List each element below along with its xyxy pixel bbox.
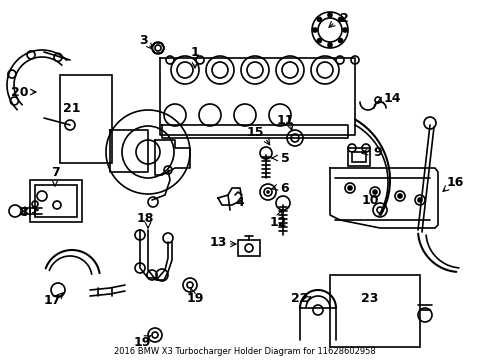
Circle shape <box>155 45 161 51</box>
Text: 4: 4 <box>235 195 244 208</box>
Text: 12: 12 <box>269 216 286 229</box>
Circle shape <box>417 198 421 202</box>
Text: 10: 10 <box>361 194 378 207</box>
Text: 20: 20 <box>11 85 29 99</box>
Circle shape <box>317 39 321 42</box>
Circle shape <box>338 39 342 42</box>
Bar <box>351 152 365 162</box>
Text: 14: 14 <box>383 91 400 104</box>
Text: 5: 5 <box>280 152 289 165</box>
Text: 7: 7 <box>51 166 59 179</box>
Text: 11: 11 <box>276 113 293 126</box>
Bar <box>329 275 419 347</box>
Text: 19: 19 <box>186 292 203 305</box>
Text: 15: 15 <box>246 126 263 139</box>
Text: 13: 13 <box>209 237 226 249</box>
Text: 17: 17 <box>43 293 61 306</box>
Circle shape <box>327 13 331 17</box>
Bar <box>35 185 77 217</box>
Text: 6: 6 <box>280 181 289 194</box>
Circle shape <box>347 186 351 190</box>
Text: 8: 8 <box>20 206 28 219</box>
Circle shape <box>327 43 331 47</box>
Circle shape <box>342 28 346 32</box>
Circle shape <box>266 191 268 193</box>
Text: 19: 19 <box>133 337 150 350</box>
Circle shape <box>372 190 376 194</box>
Bar <box>30 180 82 222</box>
Text: 21: 21 <box>63 102 81 114</box>
Circle shape <box>397 194 401 198</box>
Circle shape <box>338 17 342 21</box>
Text: 16: 16 <box>446 175 463 189</box>
Text: 22: 22 <box>291 292 308 305</box>
Circle shape <box>312 28 316 32</box>
Text: 18: 18 <box>136 211 153 225</box>
Text: 3: 3 <box>139 33 147 46</box>
Bar <box>60 75 112 163</box>
Circle shape <box>9 205 21 217</box>
Bar <box>238 240 260 256</box>
Text: 2016 BMW X3 Turbocharger Holder Diagram for 11628602958: 2016 BMW X3 Turbocharger Holder Diagram … <box>113 347 375 356</box>
Text: 1: 1 <box>190 45 199 58</box>
Text: 9: 9 <box>373 145 382 158</box>
Bar <box>347 148 369 166</box>
Circle shape <box>317 17 321 21</box>
Text: 23: 23 <box>361 292 378 305</box>
Text: 2: 2 <box>339 12 347 24</box>
